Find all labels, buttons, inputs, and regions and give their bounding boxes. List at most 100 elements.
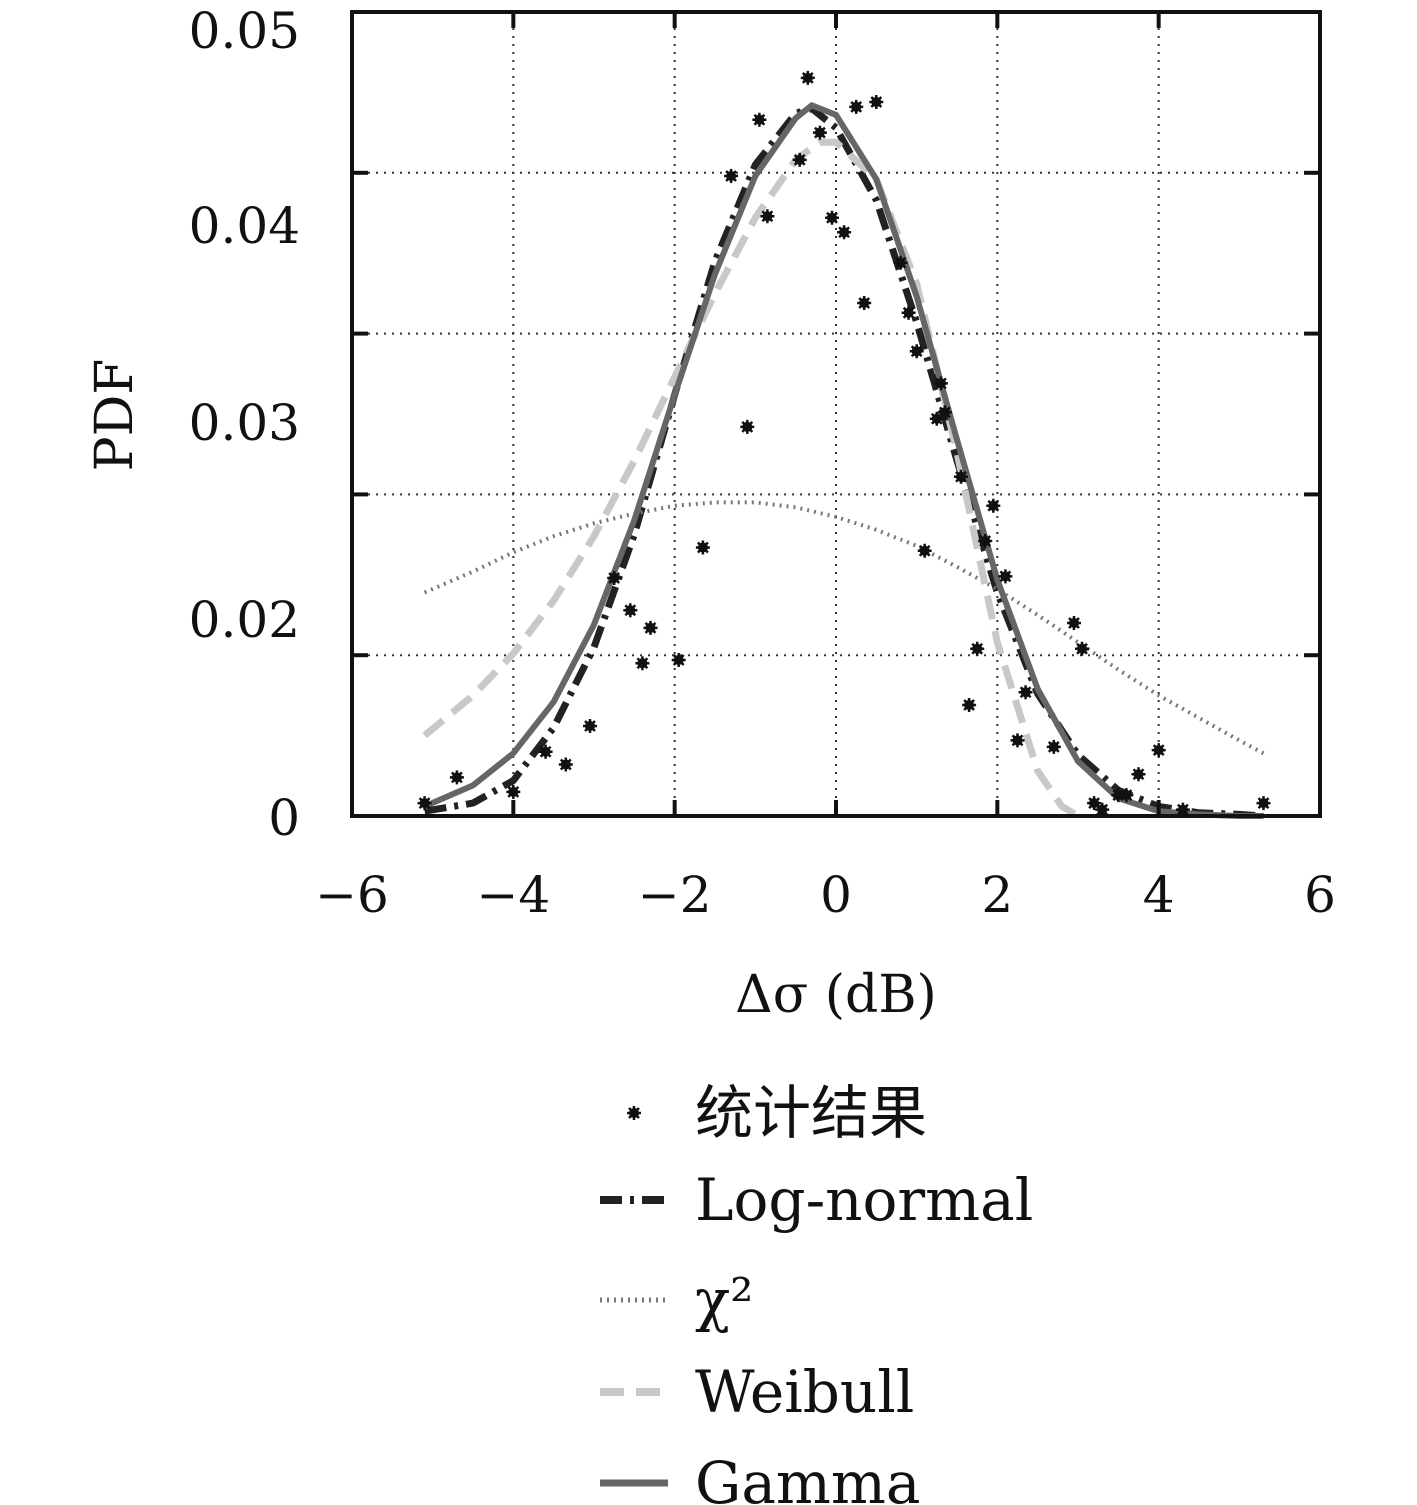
data-point-star xyxy=(812,125,827,140)
data-point xyxy=(1111,788,1126,803)
data-point-star xyxy=(752,112,767,127)
data-point xyxy=(724,169,739,183)
y-tick-label: 0.04 xyxy=(189,197,300,255)
data-point xyxy=(1067,616,1081,630)
series-solid-line xyxy=(423,102,1264,819)
data-point xyxy=(837,225,852,240)
data-point-star xyxy=(962,698,977,712)
data-point-star xyxy=(558,757,573,772)
x-tick-label: 4 xyxy=(1143,866,1175,924)
legend-label: Weibull xyxy=(695,1358,914,1426)
data-point-star xyxy=(1256,796,1271,811)
data-point xyxy=(812,125,827,140)
legend-label: Log-normal xyxy=(695,1166,1033,1234)
data-point xyxy=(1095,802,1110,817)
data-point xyxy=(671,653,686,667)
data-point-star xyxy=(929,411,944,426)
data-point-star xyxy=(970,641,985,656)
data-point-star xyxy=(978,534,993,548)
data-point-star xyxy=(849,99,864,114)
data-point xyxy=(857,296,872,310)
data-point xyxy=(825,210,839,225)
legend-point-star xyxy=(627,1106,641,1120)
series-layer xyxy=(417,70,1271,820)
data-point-star xyxy=(607,571,622,585)
data-point-star xyxy=(1111,788,1126,803)
data-point xyxy=(1010,733,1025,748)
data-point-star xyxy=(792,152,807,167)
data-point-star xyxy=(1067,616,1081,630)
data-point-star xyxy=(1119,788,1134,803)
y-tick-label: 0.03 xyxy=(189,394,300,452)
legend-marker-points xyxy=(627,1106,641,1120)
data-point-star xyxy=(837,225,852,240)
data-point xyxy=(607,571,622,585)
data-point xyxy=(538,744,553,759)
data-point-star xyxy=(1010,733,1025,748)
data-point xyxy=(901,305,916,320)
data-point-star xyxy=(506,784,521,799)
data-point-star xyxy=(1046,739,1061,754)
data-point xyxy=(558,757,573,772)
data-point xyxy=(1018,685,1033,700)
data-point xyxy=(869,95,884,109)
data-point xyxy=(449,770,464,785)
tick-labels: −6 −4 −2 0 2 4 6 0 0.02 0.03 0.04 0.05 xyxy=(189,2,1336,924)
data-point-star xyxy=(857,296,872,310)
data-point-star xyxy=(986,498,1001,513)
data-point xyxy=(1046,739,1061,754)
grid xyxy=(352,12,1320,816)
data-point-star xyxy=(623,603,638,618)
data-point-star xyxy=(1131,767,1146,782)
data-point-star xyxy=(909,344,924,359)
data-point xyxy=(760,209,775,224)
y-axis-title: PDF xyxy=(85,359,145,472)
data-point xyxy=(417,796,432,811)
data-point-star xyxy=(901,305,916,320)
data-point xyxy=(635,656,650,671)
data-point-star xyxy=(954,469,968,484)
data-point xyxy=(695,540,710,555)
data-point xyxy=(893,255,908,270)
data-point-star xyxy=(937,405,952,420)
data-point xyxy=(978,534,993,548)
data-point xyxy=(643,620,658,635)
data-point-star xyxy=(740,419,755,434)
data-point xyxy=(740,419,755,434)
data-point-star xyxy=(449,770,464,785)
data-point-star xyxy=(583,719,597,733)
data-point xyxy=(1256,796,1271,811)
data-point xyxy=(998,569,1013,584)
data-point-star xyxy=(869,95,884,109)
data-point xyxy=(1119,788,1134,803)
data-point-star xyxy=(1095,802,1110,817)
legend: 统计结果 Log-normal χ² Weibull Gamma xyxy=(600,1079,1033,1505)
series-dotted-line xyxy=(423,500,1265,756)
data-point xyxy=(849,99,864,114)
data-point xyxy=(917,543,932,558)
data-point-star xyxy=(695,540,710,555)
data-point-star xyxy=(893,255,908,270)
x-tick-label: −4 xyxy=(476,866,550,924)
data-point xyxy=(937,405,952,420)
data-point xyxy=(909,344,924,359)
data-point-star xyxy=(635,656,650,671)
data-point-star xyxy=(1075,641,1089,656)
data-point-star xyxy=(417,796,432,811)
x-tick-label: −6 xyxy=(315,866,389,924)
data-point xyxy=(1151,743,1166,758)
data-point xyxy=(1131,767,1146,782)
x-tick-label: −2 xyxy=(638,866,712,924)
data-point-star xyxy=(917,543,932,558)
data-point-star xyxy=(724,169,739,183)
data-point-star xyxy=(800,70,815,85)
data-point xyxy=(506,784,521,799)
data-point xyxy=(792,152,807,167)
data-point-star xyxy=(1175,802,1190,817)
data-point-star xyxy=(643,620,658,635)
x-axis-title: Δσ (dB) xyxy=(735,965,937,1025)
data-point xyxy=(623,603,638,618)
data-point-star xyxy=(1151,743,1166,758)
data-point-star xyxy=(1087,796,1102,811)
